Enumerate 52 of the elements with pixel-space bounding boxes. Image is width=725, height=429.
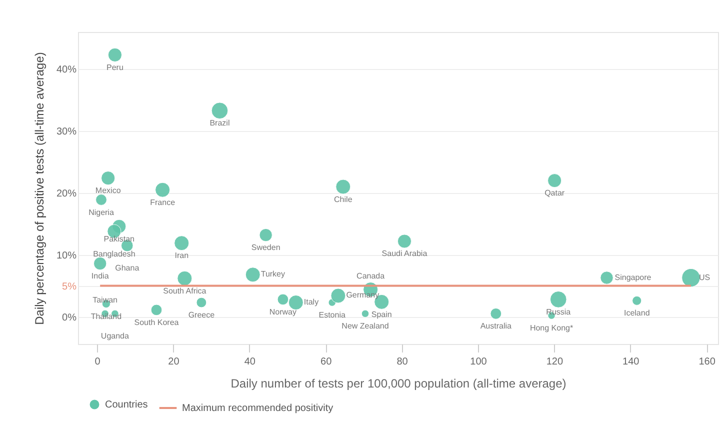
x-tick-label: 20 xyxy=(168,356,180,368)
annotation: Brazil xyxy=(210,118,230,128)
annotation: Taiwan xyxy=(92,296,118,305)
annotation: Qatar xyxy=(544,188,565,198)
annotation: Nigeria xyxy=(88,208,114,217)
annotation: Peru xyxy=(106,62,124,72)
annotation: Saudi Arabia xyxy=(382,249,428,258)
annotation: Iran xyxy=(174,251,189,260)
annotation: Chile xyxy=(334,194,353,204)
x-tick-label: 120 xyxy=(546,356,564,368)
annotation: US xyxy=(698,272,710,282)
annotation: South Korea xyxy=(134,318,180,327)
annotation: Ghana xyxy=(115,264,140,273)
y-tick-label: 10% xyxy=(56,250,77,262)
x-tick-label: 60 xyxy=(320,356,332,368)
annotation: Spain xyxy=(371,310,392,319)
annotation: South Africa xyxy=(163,286,207,296)
x-tick-label: 40 xyxy=(244,356,256,368)
annotation: Thailand xyxy=(90,312,122,321)
x-tick-label: 100 xyxy=(470,356,488,368)
legend-label: Countries xyxy=(105,400,148,410)
x-tick-label: 0 xyxy=(94,356,101,368)
y-tick-label: 30% xyxy=(56,126,77,138)
y-tick-label: 5% xyxy=(62,281,77,292)
x-tick-label: 80 xyxy=(396,356,408,368)
annotation: Russia xyxy=(546,307,572,316)
x-axis-title: Daily number of tests per 100,000 population (all-time average) xyxy=(230,376,566,390)
y-axis-title: Daily percentage of positive tests (all-time average) xyxy=(32,52,46,325)
legend-label: Maximum recommended positivity xyxy=(182,403,334,414)
annotation: Italy xyxy=(304,298,319,307)
annotation: Canada xyxy=(356,272,386,281)
annotation: Iceland xyxy=(624,308,650,318)
annotation: Mexico xyxy=(95,186,122,196)
x-tick-label: 140 xyxy=(622,356,640,368)
annotation: Turkey xyxy=(260,270,286,279)
annotation: Australia xyxy=(480,322,512,331)
annotation: France xyxy=(150,198,176,207)
annotation: India xyxy=(91,272,110,281)
annotation: Uganda xyxy=(100,332,130,341)
annotation: New Zealand xyxy=(342,322,389,331)
annotation: Sweden xyxy=(251,243,280,252)
annotation: Singapore xyxy=(614,272,652,282)
y-tick-label: 0% xyxy=(62,312,77,324)
y-tick-label: 20% xyxy=(56,188,77,200)
annotation: Greece xyxy=(188,310,216,320)
x-tick-label: 160 xyxy=(698,356,716,368)
annotation: Hong Kong* xyxy=(530,324,574,333)
annotation: Estonia xyxy=(318,310,346,320)
y-tick-label: 40% xyxy=(56,64,77,76)
annotation: Pakistan xyxy=(104,234,134,244)
annotation: Norway xyxy=(269,307,297,316)
annotation: Bangladesh xyxy=(93,249,136,258)
